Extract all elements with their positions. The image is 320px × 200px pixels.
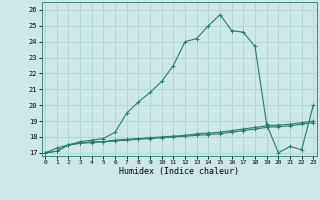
X-axis label: Humidex (Indice chaleur): Humidex (Indice chaleur) [119,167,239,176]
